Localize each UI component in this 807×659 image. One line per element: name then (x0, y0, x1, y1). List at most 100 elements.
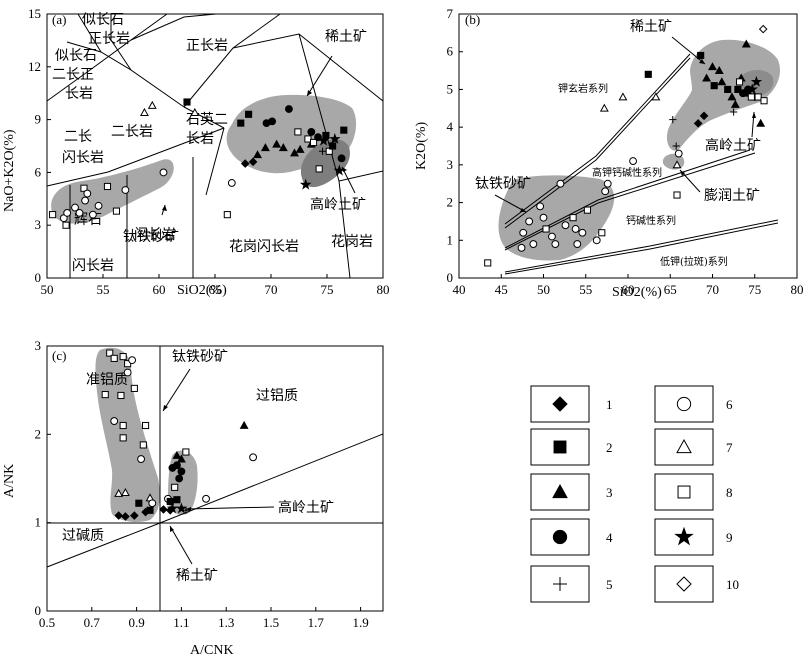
legend-marker-circle-filled (552, 529, 568, 545)
data-point-triangle-open (599, 103, 609, 112)
data-point-triangle-filled (239, 420, 249, 429)
field-label-foid-monzo-2: 二长正 (52, 67, 94, 83)
x-tick-label: 1.9 (352, 615, 368, 630)
data-point-triangle-filled (714, 65, 724, 74)
data-point-square-open (583, 206, 592, 214)
x-tick-label: 0.9 (128, 615, 144, 630)
data-point-square-open (754, 93, 762, 101)
anno-ree-c: 稀土矿 (176, 568, 218, 584)
data-point-circle-filled (307, 128, 316, 136)
data-point-triangle-filled (730, 99, 740, 108)
anno-kaolin-c: 高岭土矿 (278, 499, 334, 516)
data-point-plus (318, 147, 327, 155)
field-label-gabbrodiorite-2: 闪长岩 (72, 258, 114, 274)
panel-label-c: (c) (52, 348, 66, 363)
data-point-circle-open (75, 208, 84, 217)
data-point-circle-open (525, 217, 534, 226)
data-point-circle-open (674, 149, 683, 158)
y-tick-label: 4 (447, 119, 454, 134)
panel-label-b: (b) (465, 12, 480, 27)
field-label-diorite: 闪长岩 (134, 227, 176, 243)
legend-number: 5 (606, 577, 613, 592)
points-b (484, 24, 768, 267)
panel-a: 50 55 60 65 70 75 80 0 3 6 9 12 15 (a) 似长石 正长岩 似长石 二… (2, 6, 390, 298)
arrow-ilmenite-c (162, 368, 191, 412)
y-tick-label: 6 (35, 164, 42, 179)
data-point-square-open (569, 214, 577, 222)
field-label-peraluminous: 过铝质 (256, 388, 298, 404)
y-tick-label: 9 (35, 112, 42, 127)
arrow-ilmenite-b (494, 194, 527, 213)
data-point-circle-open (517, 243, 526, 252)
x-tick-label: 75 (748, 282, 761, 297)
x-tick-label: 50 (537, 282, 550, 297)
data-point-triangle-filled (260, 143, 270, 152)
data-point-triangle-open (190, 107, 200, 116)
data-point-diamond-filled (141, 507, 150, 517)
data-point-star-filled (746, 83, 758, 95)
field-label-granodiorite: 花岗闪长岩 (229, 239, 299, 255)
data-point-square-open (171, 483, 179, 491)
panel-c: 0.5 0.7 0.9 1.1 1.3 1.5 1.7 1.9 0 1 2 3 (c) 准铝质 过铝质… (2, 338, 384, 658)
x-tick-label: 60 (622, 282, 635, 297)
data-point-circle-open (578, 228, 587, 237)
data-point-square-open (117, 391, 125, 400)
points-c (101, 349, 258, 521)
y-tick-label: 0 (447, 270, 454, 285)
data-point-square-filled (734, 85, 742, 93)
data-point-square-open (673, 191, 681, 199)
data-point-triangle-filled (295, 144, 305, 153)
data-point-triangle-filled (278, 143, 288, 152)
data-point-square-open (484, 259, 492, 267)
arrowhead-bentonite-b (680, 170, 685, 176)
ilmenite-field-c (95, 347, 160, 522)
arrowhead-ilmenite-a (162, 205, 167, 211)
x-tick-label: 1.3 (218, 615, 234, 630)
data-point-circle-open (202, 494, 210, 503)
data-point-square-open (119, 353, 127, 361)
legend-number: 1 (606, 397, 613, 412)
anno-ilmenite-a: 钛铁砂矿 (123, 229, 179, 245)
anno-kaolin-b: 高岭土矿 (705, 137, 761, 154)
data-point-circle-open (571, 225, 580, 233)
data-point-circle-open (110, 417, 119, 426)
legend-number: 4 (606, 530, 613, 545)
arrow-kaolin-c (185, 506, 275, 510)
data-point-circle-filled (268, 117, 277, 126)
data-point-triangle-filled (727, 92, 737, 101)
ilmenite-field-a (51, 159, 174, 224)
x-tick-label: 1.5 (263, 615, 279, 630)
legend-marker-diamond-open (676, 576, 692, 592)
x-tick-label: 1.1 (173, 615, 189, 630)
legend-marker-diamond-filled (552, 396, 568, 412)
y-tick-label: 3 (35, 338, 42, 353)
x-tick-label: 70 (265, 282, 278, 297)
field-label-monzodiorite-2: 闪长岩 (62, 150, 104, 166)
anno-ree-a: 稀土矿 (325, 29, 367, 45)
legend-number: 9 (726, 530, 733, 545)
data-point-triangle-filled (272, 139, 282, 148)
data-point-triangle-filled (172, 450, 182, 459)
data-point-triangle-open (147, 100, 157, 109)
legend-marker-star-filled (674, 526, 694, 546)
field-label-granite: 花岗岩 (331, 234, 373, 250)
data-point-square-open (315, 165, 323, 173)
arrowhead-ree-c (170, 526, 174, 532)
field-label-foid-monzo-3: 长岩 (65, 86, 93, 102)
data-point-circle-open (123, 368, 132, 377)
legend-marker-square-filled (553, 440, 567, 454)
series-label-hk-calcalkaline: 高钾钙碱性系列 (592, 166, 662, 179)
field-label-syenite: 正长岩 (186, 38, 228, 54)
x-tick-label: 80 (377, 282, 390, 297)
field-label-foidite-1: 似长石 (82, 12, 124, 28)
series-label-shoshonite: 钾玄岩系列 (558, 82, 608, 95)
data-point-plus (182, 506, 190, 514)
data-point-square-filled (710, 82, 718, 90)
data-point-triangle-open (120, 488, 130, 497)
data-point-square-filled (329, 142, 337, 150)
data-point-square-open (119, 421, 127, 430)
data-point-square-open (103, 182, 112, 191)
data-point-circle-open (148, 499, 157, 508)
data-point-triangle-filled (741, 39, 751, 48)
